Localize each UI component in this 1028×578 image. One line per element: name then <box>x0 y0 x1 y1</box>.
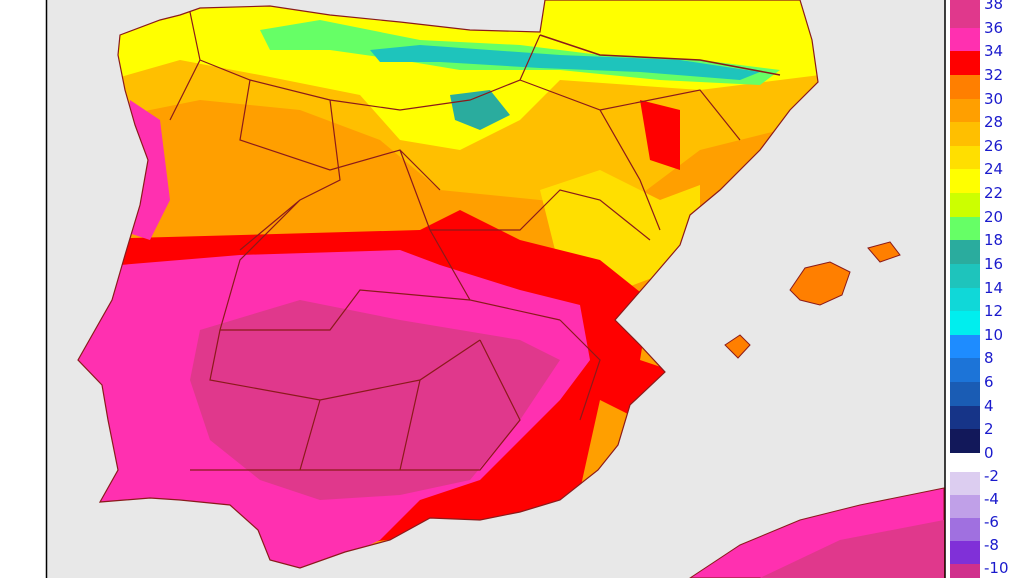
temperature-map <box>45 0 946 578</box>
legend-label: 32 <box>984 65 1004 84</box>
legend-swatch <box>950 382 980 406</box>
legend-swatch <box>950 98 980 123</box>
legend-swatch <box>950 169 980 194</box>
legend-label: 16 <box>984 254 1004 273</box>
legend-swatch <box>950 429 980 453</box>
province-borders <box>77 0 819 569</box>
legend-label: 18 <box>984 231 1004 250</box>
legend-label: 6 <box>984 373 994 392</box>
legend-label: 28 <box>984 113 1004 132</box>
legend-swatch <box>950 334 980 359</box>
legend-label: 0 <box>984 444 994 462</box>
legend-swatch <box>950 193 980 217</box>
legend-swatch <box>950 263 980 288</box>
legend-swatch <box>950 311 980 335</box>
legend-swatch <box>950 358 980 383</box>
legend-label: -6 <box>984 513 999 531</box>
legend-label: 4 <box>984 396 994 415</box>
legend-swatch <box>950 405 980 430</box>
legend-swatch <box>950 51 980 75</box>
legend-swatch <box>950 27 980 52</box>
legend-swatch <box>950 518 980 541</box>
legend-label: 26 <box>984 136 1004 155</box>
legend-label: 2 <box>984 420 994 439</box>
legend-label: 38 <box>984 0 1004 13</box>
legend-label: 20 <box>984 207 1004 226</box>
legend-swatch <box>950 564 980 578</box>
legend-swatch <box>950 216 980 241</box>
legend-label: 10 <box>984 325 1004 344</box>
legend-label: 22 <box>984 184 1004 203</box>
legend-swatch <box>950 240 980 264</box>
legend-label: 24 <box>984 160 1004 179</box>
legend-label: -4 <box>984 490 999 508</box>
legend-label: 8 <box>984 349 994 368</box>
legend-swatch <box>950 74 980 99</box>
temperature-legend: 38 36 34 32 30 28 26 24 22 20 18 16 14 12 10 8 6 4 2 0 -2 -4-… <box>946 0 1028 578</box>
legend-label: 12 <box>984 302 1004 321</box>
legend-swatch <box>950 287 980 312</box>
legend-swatch <box>950 495 980 518</box>
legend-label: 34 <box>984 42 1004 61</box>
legend-swatch <box>950 0 980 28</box>
legend-swatch <box>950 122 980 146</box>
legend-label: -2 <box>984 467 999 485</box>
balearic-islands <box>724 241 901 359</box>
legend-label: -8 <box>984 536 999 554</box>
legend-label: 14 <box>984 278 1004 297</box>
legend-label: 30 <box>984 89 1004 108</box>
iberia-landmass <box>78 0 818 568</box>
legend-swatch <box>950 145 980 170</box>
legend-label: -10 <box>984 559 1009 577</box>
legend-swatch <box>950 472 980 495</box>
legend-swatch <box>950 541 980 564</box>
legend-label: 36 <box>984 18 1004 37</box>
